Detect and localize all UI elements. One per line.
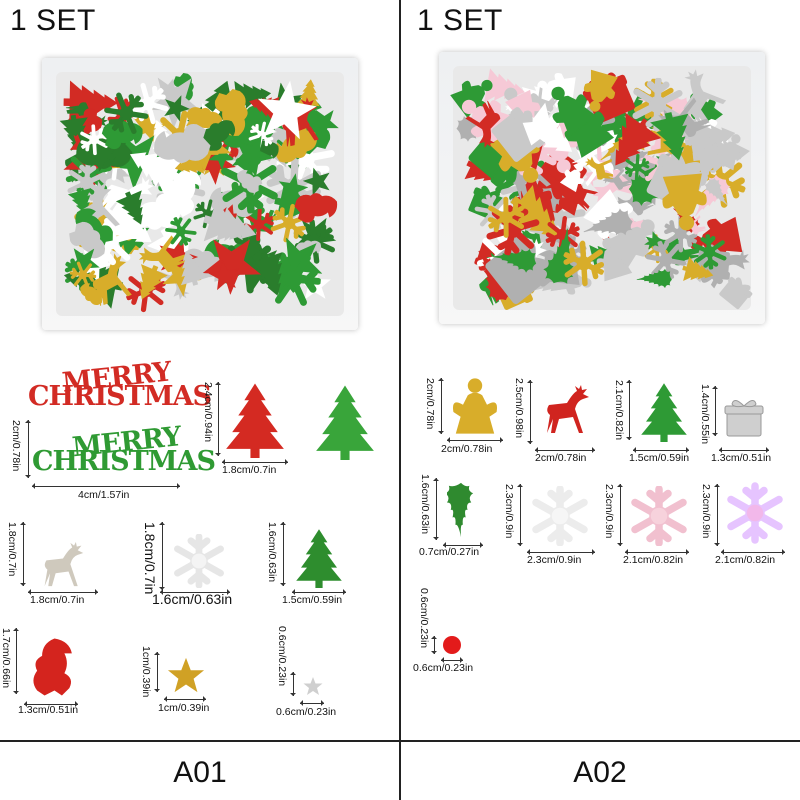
dim-width-label: 0.7cm/0.27in <box>419 546 480 558</box>
dim-height-label: 2.3cm/0.9in <box>700 484 712 539</box>
dim-line <box>290 672 296 696</box>
dim-width-label: 4cm/1.57in <box>78 489 130 501</box>
dim-line <box>431 636 437 654</box>
confetti-pile-a02 <box>449 66 756 313</box>
horizontal-divider <box>0 740 800 742</box>
dim-width-label: 1.5cm/0.59in <box>282 594 343 606</box>
dim-height-label: 2.5cm/0.98in <box>513 378 525 439</box>
dim-width-label: 1.6cm/0.63in <box>152 591 233 607</box>
dim-line <box>25 420 31 478</box>
dim-height-label: 1.6cm/0.63in <box>419 474 431 535</box>
dim-line <box>438 378 444 434</box>
dim-line <box>714 484 720 546</box>
dim-line <box>154 652 160 692</box>
reindeer-red-piece <box>537 380 597 440</box>
dim-width-label: 0.6cm/0.23in <box>413 662 474 674</box>
snowflake-iridescent-piece <box>725 482 785 544</box>
dim-line <box>633 447 689 453</box>
dim-line <box>20 522 26 586</box>
dim-line <box>28 589 98 595</box>
snowflake-white-piece-a02 <box>529 486 591 546</box>
dim-line <box>719 447 769 453</box>
dim-line <box>222 459 288 465</box>
dim-width-label: 1cm/0.39in <box>158 702 210 714</box>
dim-width-label: 1.3cm/0.51in <box>711 452 772 464</box>
dim-width-label: 2cm/0.78in <box>535 452 587 464</box>
dim-line <box>24 701 78 707</box>
confetti-bag-a01 <box>42 58 358 330</box>
dim-height-label: 2.1cm/0.82in <box>613 380 625 441</box>
merry-christmas-red-piece: MERRY CHRISTMAS <box>28 356 212 412</box>
confetti-pile-a01 <box>56 70 344 316</box>
star-gold-piece <box>166 656 206 694</box>
dim-line <box>13 628 19 694</box>
dim-height-label: 1.4cm/0.55in <box>699 384 711 445</box>
confetti-bag-a02 <box>439 52 765 324</box>
dim-height-label: 1cm/0.39in <box>140 646 152 698</box>
gift-silver-piece <box>723 398 765 438</box>
dim-line <box>712 386 718 436</box>
merry-christmas-green-piece: MERRY CHRISTMAS <box>32 421 216 477</box>
dim-height-label: 1.6cm/0.63in <box>266 522 278 583</box>
dim-height-label: 1.7cm/0.66in <box>0 628 12 689</box>
snowflake-pink-piece <box>629 486 689 546</box>
tree-red-piece <box>222 382 288 458</box>
tree-small-green-piece <box>292 528 346 588</box>
dim-height-label: 0.6cm/0.23in <box>418 588 430 649</box>
dim-line <box>292 589 346 595</box>
dim-line <box>215 382 221 456</box>
dim-height-label: 1.8cm/0.7in <box>6 522 18 577</box>
dim-line <box>441 657 463 663</box>
dim-height-label: 0.6cm/0.23in <box>276 626 288 687</box>
dim-width-label: 2.1cm/0.82in <box>623 554 684 566</box>
set-label-a02: 1 SET <box>417 4 503 37</box>
panel-a02: 1 SET 2cm/0.78in 2cm/0.78in 2.5cm/0.98in… <box>401 0 800 740</box>
tree-green-piece-a02 <box>639 382 689 442</box>
snowflake-white-piece <box>172 534 226 588</box>
dim-height-label: 2cm/0.78in <box>424 378 436 430</box>
tree-green-piece <box>314 384 376 460</box>
dim-height-label: 1.8cm/0.7in <box>142 522 158 595</box>
dim-line <box>443 542 483 548</box>
dim-height-label: 2.3cm/0.9in <box>503 484 515 539</box>
dim-width-label: 2cm/0.78in <box>441 443 493 455</box>
dim-height-label: 2.3cm/0.9in <box>603 484 615 539</box>
dim-line <box>617 484 623 546</box>
dim-width-label: 1.3cm/0.51in <box>18 704 79 716</box>
dim-line <box>721 549 785 555</box>
vertical-divider <box>399 0 401 800</box>
dim-line <box>527 549 595 555</box>
dim-width-label: 1.5cm/0.59in <box>629 452 690 464</box>
dim-line <box>300 700 324 706</box>
dim-line <box>280 522 286 586</box>
panel-a01: 1 SET MERRY CHRISTMAS MERRY CHRISTMAS 2c… <box>0 0 400 740</box>
dim-line <box>32 483 180 489</box>
reindeer-silver-piece <box>28 542 98 588</box>
option-code-a01: A01 <box>173 756 227 789</box>
dim-line <box>447 437 503 443</box>
dim-width-label: 2.1cm/0.82in <box>715 554 776 566</box>
dim-line <box>164 696 206 702</box>
dim-line <box>535 447 595 453</box>
star-silver-piece <box>302 676 324 696</box>
dim-width-label: 2.3cm/0.9in <box>527 554 582 566</box>
dim-line <box>626 380 632 440</box>
dim-line <box>433 478 439 540</box>
dim-line <box>160 589 230 595</box>
santa-red-piece <box>26 636 78 698</box>
dim-line <box>625 549 689 555</box>
dim-width-label: 1.8cm/0.7in <box>222 464 277 476</box>
dim-line <box>517 484 523 546</box>
dot-red-piece <box>443 636 461 654</box>
holly-green-piece <box>447 482 475 538</box>
angel-gold-piece <box>451 376 499 436</box>
dim-height-label: 2cm/0.78in <box>10 420 22 472</box>
set-label-a01: 1 SET <box>10 4 96 37</box>
option-code-a02: A02 <box>573 756 627 789</box>
dim-height-label: 2.4cm/0.94in <box>202 382 214 443</box>
dim-line <box>159 522 165 590</box>
dim-width-label: 1.8cm/0.7in <box>30 594 85 606</box>
dim-width-label: 0.6cm/0.23in <box>276 706 337 718</box>
dim-line <box>527 380 533 444</box>
